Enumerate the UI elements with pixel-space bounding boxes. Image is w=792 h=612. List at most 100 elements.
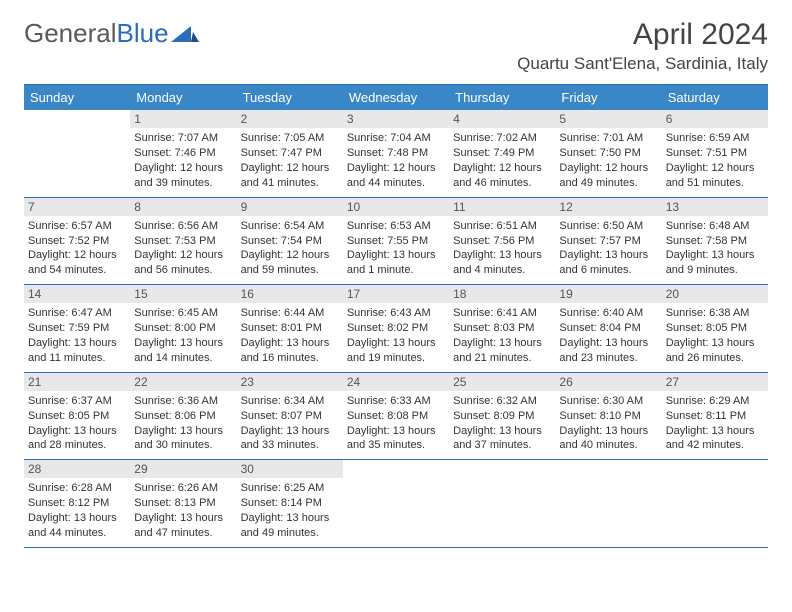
sunset-line: Sunset: 7:57 PM [559,234,657,249]
sunset-line: Sunset: 8:03 PM [453,321,551,336]
sunrise-line: Sunrise: 6:38 AM [666,306,764,321]
sunset-line: Sunset: 8:04 PM [559,321,657,336]
day-cell: 2Sunrise: 7:05 AMSunset: 7:47 PMDaylight… [237,110,343,197]
day-cell: 17 Sunrise: 6:43 AMSunset: 8:02 PMDayligh… [343,285,449,372]
day-cell: 28Sunrise: 6:28 AMSunset: 8:12 PMDayligh… [24,460,130,547]
sunset-line: Sunset: 7:58 PM [666,234,764,249]
day-number: 18 [449,285,555,303]
header: GeneralBlue April 2024 Quartu Sant'Elena… [0,0,792,78]
sunset-line: Sunset: 8:05 PM [28,409,126,424]
daylight-line: Daylight: 13 hours and 19 minutes. [347,336,445,366]
sunrise-line: Sunrise: 6:54 AM [241,219,339,234]
day-number: 28 [24,460,130,478]
sunset-line: Sunset: 8:01 PM [241,321,339,336]
week-row: 14Sunrise: 6:47 AMSunset: 7:59 PMDayligh… [24,285,768,373]
daylight-line: Daylight: 13 hours and 4 minutes. [453,248,551,278]
day-number: 16 [237,285,343,303]
sunrise-line: Sunrise: 6:48 AM [666,219,764,234]
sunset-line: Sunset: 8:06 PM [134,409,232,424]
location: Quartu Sant'Elena, Sardinia, Italy [517,54,768,74]
sunrise-line: Sunrise: 6:25 AM [241,481,339,496]
day-cell: 3Sunrise: 7:04 AMSunset: 7:48 PMDaylight… [343,110,449,197]
daylight-line: Daylight: 13 hours and 42 minutes. [666,424,764,454]
day-header-row: SundayMondayTuesdayWednesdayThursdayFrid… [24,85,768,110]
daylight-line: Daylight: 13 hours and 23 minutes. [559,336,657,366]
daylight-line: Daylight: 12 hours and 39 minutes. [134,161,232,191]
day-cell: 15Sunrise: 6:45 AMSunset: 8:00 PMDayligh… [130,285,236,372]
daylight-line: Daylight: 12 hours and 41 minutes. [241,161,339,191]
day-number: 21 [24,373,130,391]
sunrise-line: Sunrise: 7:05 AM [241,131,339,146]
calendar: SundayMondayTuesdayWednesdayThursdayFrid… [24,84,768,548]
day-number: 22 [130,373,236,391]
day-cell: 12Sunrise: 6:50 AMSunset: 7:57 PMDayligh… [555,198,661,285]
daylight-line: Daylight: 13 hours and 14 minutes. [134,336,232,366]
sunrise-line: Sunrise: 7:01 AM [559,131,657,146]
sunset-line: Sunset: 7:48 PM [347,146,445,161]
sunrise-line: Sunrise: 6:43 AM [347,306,445,321]
day-cell: 8Sunrise: 6:56 AMSunset: 7:53 PMDaylight… [130,198,236,285]
daylight-line: Daylight: 13 hours and 16 minutes. [241,336,339,366]
day-cell: 6Sunrise: 6:59 AMSunset: 7:51 PMDaylight… [662,110,768,197]
sunrise-line: Sunrise: 6:57 AM [28,219,126,234]
sunrise-line: Sunrise: 6:36 AM [134,394,232,409]
daylight-line: Daylight: 12 hours and 46 minutes. [453,161,551,191]
day-number: 26 [555,373,661,391]
day-number: 7 [24,198,130,216]
sunset-line: Sunset: 8:08 PM [347,409,445,424]
logo-icon [171,24,199,44]
sunset-line: Sunset: 8:07 PM [241,409,339,424]
day-cell: 1Sunrise: 7:07 AMSunset: 7:46 PMDaylight… [130,110,236,197]
week-row: 7Sunrise: 6:57 AMSunset: 7:52 PMDaylight… [24,198,768,286]
daylight-line: Daylight: 13 hours and 11 minutes. [28,336,126,366]
daylight-line: Daylight: 12 hours and 54 minutes. [28,248,126,278]
sunset-line: Sunset: 7:55 PM [347,234,445,249]
empty-cell [24,110,130,197]
daylight-line: Daylight: 13 hours and 47 minutes. [134,511,232,541]
empty-cell [449,460,555,547]
empty-cell [662,460,768,547]
sunset-line: Sunset: 7:46 PM [134,146,232,161]
sunset-line: Sunset: 8:00 PM [134,321,232,336]
day-cell: 7 Sunrise: 6:57 AMSunset: 7:52 PMDaylight… [24,198,130,285]
daylight-line: Daylight: 13 hours and 30 minutes. [134,424,232,454]
sunset-line: Sunset: 7:59 PM [28,321,126,336]
daylight-line: Daylight: 13 hours and 33 minutes. [241,424,339,454]
day-number: 8 [130,198,236,216]
sunset-line: Sunset: 7:51 PM [666,146,764,161]
day-cell: 30Sunrise: 6:25 AMSunset: 8:14 PMDayligh… [237,460,343,547]
daylight-line: Daylight: 12 hours and 49 minutes. [559,161,657,191]
week-row: 21Sunrise: 6:37 AMSunset: 8:05 PMDayligh… [24,373,768,461]
day-cell: 22 Sunrise: 6:36 AMSunset: 8:06 PMDayligh… [130,373,236,460]
day-cell: 16Sunrise: 6:44 AMSunset: 8:01 PMDayligh… [237,285,343,372]
daylight-line: Daylight: 13 hours and 35 minutes. [347,424,445,454]
day-cell: 18Sunrise: 6:41 AMSunset: 8:03 PMDayligh… [449,285,555,372]
daylight-line: Daylight: 13 hours and 49 minutes. [241,511,339,541]
daylight-line: Daylight: 12 hours and 51 minutes. [666,161,764,191]
sunrise-line: Sunrise: 6:53 AM [347,219,445,234]
sunrise-line: Sunrise: 7:02 AM [453,131,551,146]
sunset-line: Sunset: 7:52 PM [28,234,126,249]
daylight-line: Daylight: 13 hours and 9 minutes. [666,248,764,278]
day-header-friday: Friday [555,85,661,110]
sunrise-line: Sunrise: 6:33 AM [347,394,445,409]
day-number: 4 [449,110,555,128]
sunset-line: Sunset: 7:53 PM [134,234,232,249]
day-number: 3 [343,110,449,128]
day-cell: 14Sunrise: 6:47 AMSunset: 7:59 PMDayligh… [24,285,130,372]
day-number: 29 [130,460,236,478]
logo-text-1: General [24,18,117,49]
day-header-thursday: Thursday [449,85,555,110]
day-cell: 13Sunrise: 6:48 AMSunset: 7:58 PMDayligh… [662,198,768,285]
sunrise-line: Sunrise: 6:56 AM [134,219,232,234]
day-cell: 10Sunrise: 6:53 AMSunset: 7:55 PMDayligh… [343,198,449,285]
day-number: 5 [555,110,661,128]
day-cell: 29Sunrise: 6:26 AMSunset: 8:13 PMDayligh… [130,460,236,547]
day-cell: 23Sunrise: 6:34 AMSunset: 8:07 PMDayligh… [237,373,343,460]
daylight-line: Daylight: 13 hours and 28 minutes. [28,424,126,454]
day-header-sunday: Sunday [24,85,130,110]
logo-text-2: Blue [117,18,169,49]
day-number: 17 [343,285,449,303]
daylight-line: Daylight: 13 hours and 1 minute. [347,248,445,278]
sunset-line: Sunset: 8:02 PM [347,321,445,336]
